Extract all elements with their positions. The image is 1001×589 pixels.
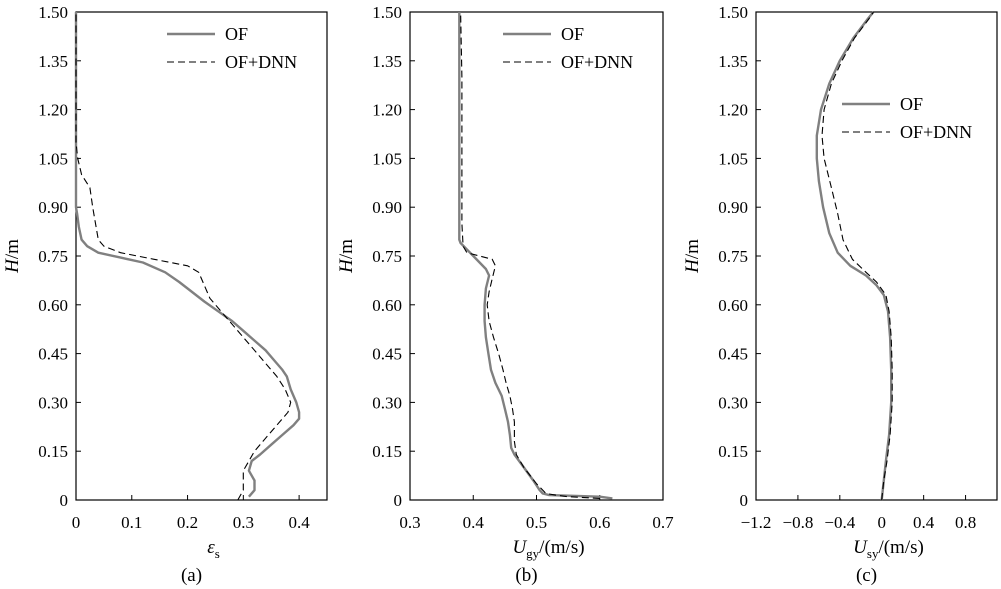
- chart-c-x-tick-label: 0.4: [913, 513, 935, 532]
- chart-b-legend: OF OF+DNN: [503, 24, 633, 72]
- chart-c-y-tick-label: 0.60: [718, 296, 748, 315]
- chart-a-y-tick-label: 0.15: [38, 442, 68, 461]
- chart-a-series-of: [74, 12, 301, 498]
- chart-c-y-tick-label: 0: [740, 491, 749, 510]
- chart-a-y-tick-label: 0.90: [38, 198, 68, 217]
- chart-a-x-tick-label: 0.3: [233, 513, 254, 532]
- chart-b-y-axis-label: H/m: [336, 239, 357, 274]
- chart-b-y-tick-label: 0.15: [372, 442, 402, 461]
- chart-c-y-tick-label: 0.30: [718, 393, 748, 412]
- chart-b-y-tick-label: 1.20: [372, 101, 402, 120]
- chart-c-x-tick-label: 0.8: [955, 513, 976, 532]
- chart-c-series-of: [815, 11, 893, 501]
- chart-b-x-tick-label: 0.7: [652, 513, 674, 532]
- chart-c-y-tick-label: 0.75: [718, 247, 748, 266]
- chart-b-panel-label: (b): [515, 565, 537, 586]
- chart-b-x-tick-label: 0.3: [399, 513, 420, 532]
- chart-b-x-axis-label: Ugy/(m/s): [512, 537, 584, 561]
- chart-a-y-tick-label: 1.50: [38, 3, 68, 22]
- chart-b-y-tick-label: 0.45: [372, 345, 402, 364]
- chart-a-y-axis-label: H/m: [2, 239, 23, 274]
- chart-b: 0 0.15 0.30 0.45 0.60 0.75 0.90 1.05 1.20 1.35 1.5…: [336, 3, 674, 586]
- chart-a-y-tick-label: 1.35: [38, 52, 68, 71]
- chart-a-y-tick-label: 0.45: [38, 345, 68, 364]
- chart-c-legend: OF OF+DNN: [842, 94, 972, 142]
- chart-a-y-tick-label: 0.30: [38, 393, 68, 412]
- chart-b-y-tick-label: 1.05: [372, 149, 402, 168]
- chart-c-x-tick-label: −0.4: [824, 513, 855, 532]
- chart-b-x-tick-label: 0.4: [463, 513, 485, 532]
- chart-c-y-tick-label: 1.50: [718, 3, 748, 22]
- chart-a-x-tick-label: 0.2: [177, 513, 198, 532]
- chart-b-legend-label: OF: [561, 24, 584, 44]
- chart-a-y-tick-label: 0: [60, 491, 69, 510]
- chart-c: 0 0.15 0.30 0.45 0.60 0.75 0.90 1.05 1.20 1.35 1.5…: [682, 3, 998, 586]
- chart-a-x-axis-label: εs: [207, 537, 220, 561]
- chart-a-legend-label: OF+DNN: [225, 52, 297, 72]
- chart-a-y-tick-label: 1.20: [38, 101, 68, 120]
- chart-a-x-tick-label: 0.4: [288, 513, 310, 532]
- chart-c-y-tick-label: 1.20: [718, 101, 748, 120]
- chart-c-series-of-dnn: [821, 11, 893, 501]
- chart-a-legend: OF OF+DNN: [167, 24, 297, 72]
- chart-b-x-tick-label: 0.6: [589, 513, 610, 532]
- chart-b-y-tick-label: 0.90: [372, 198, 402, 217]
- chart-c-panel-label: (c): [856, 565, 877, 586]
- chart-a-y-tick-label: 0.60: [38, 296, 68, 315]
- chart-b-y-tick-label: 0.30: [372, 393, 402, 412]
- chart-b-series-of: [458, 12, 613, 500]
- chart-a-series-of-dnn: [75, 12, 292, 501]
- chart-c-x-tick-label: −0.8: [782, 513, 813, 532]
- chart-a: 00.150.300.450.600.750.901.051.201.351.5…: [2, 3, 328, 586]
- chart-b-y-tick-label: 0.75: [372, 247, 402, 266]
- chart-c-x-tick-label: 0: [877, 513, 886, 532]
- chart-b-y-tick-label: 1.35: [372, 52, 402, 71]
- chart-c-plot-frame: [755, 11, 998, 501]
- chart-c-legend-label: OF+DNN: [900, 122, 972, 142]
- chart-c-x-tick-label: −1.2: [741, 513, 772, 532]
- chart-b-series-of-dnn: [460, 11, 600, 499]
- chart-c-y-axis-label: H/m: [682, 239, 703, 274]
- chart-b-y-tick-label: 0: [394, 491, 403, 510]
- chart-c-x-axis-label: Usy/(m/s): [853, 537, 924, 561]
- chart-a-panel-label: (a): [181, 565, 202, 586]
- chart-b-y-tick-label: 0.60: [372, 296, 402, 315]
- chart-c-y-tick-label: 1.05: [718, 149, 748, 168]
- chart-b-plot-frame: [409, 11, 664, 501]
- chart-b-x-tick-label: 0.5: [526, 513, 547, 532]
- chart-b-legend-label: OF+DNN: [561, 52, 633, 72]
- chart-a-y-tick-label: 1.05: [38, 149, 68, 168]
- chart-a-x-tick-label: 0.1: [121, 513, 142, 532]
- chart-c-y-tick-label: 0.15: [718, 442, 748, 461]
- chart-c-legend-label: OF: [900, 94, 923, 114]
- chart-a-y-tick-label: 0.75: [38, 247, 68, 266]
- chart-a-x-tick-label: 0: [72, 513, 81, 532]
- chart-c-y-tick-label: 0.90: [718, 198, 748, 217]
- chart-a-legend-label: OF: [225, 24, 248, 44]
- chart-c-y-tick-label: 0.45: [718, 345, 748, 364]
- chart-c-y-tick-label: 1.35: [718, 52, 748, 71]
- chart-b-y-tick-label: 1.50: [372, 3, 402, 22]
